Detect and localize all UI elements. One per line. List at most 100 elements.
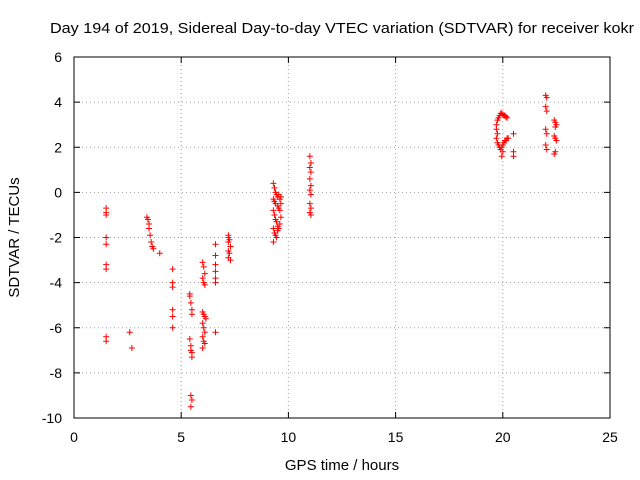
data-point [199, 275, 206, 282]
data-point [277, 193, 284, 200]
data-point [306, 164, 313, 171]
data-point [226, 250, 233, 257]
data-point [270, 180, 277, 187]
data-point [493, 126, 500, 133]
data-point [188, 354, 195, 361]
data-point [156, 250, 163, 257]
data-point [276, 207, 283, 214]
data-point [307, 205, 314, 212]
y-tick-label: -8 [50, 365, 63, 381]
data-point [543, 108, 550, 115]
data-point [306, 175, 313, 182]
data-point [543, 94, 550, 101]
data-point [126, 329, 133, 336]
data-point [306, 200, 313, 207]
data-point [103, 266, 110, 273]
data-point [504, 114, 511, 121]
data-point [271, 184, 278, 191]
data-point [270, 239, 277, 246]
y-axis-title: SDTVAR / TECUs [6, 177, 23, 297]
data-point [212, 261, 219, 268]
y-tick-label: 4 [54, 94, 62, 110]
data-point [543, 130, 550, 137]
data-point [103, 241, 110, 248]
data-point [552, 123, 559, 130]
chart-title: Day 194 of 2019, Sidereal Day-to-day VTE… [50, 20, 634, 37]
data-point [169, 306, 176, 313]
data-point [103, 234, 110, 241]
data-point [200, 263, 207, 270]
data-point [188, 396, 195, 403]
data-point [275, 225, 282, 232]
data-point [201, 340, 208, 347]
y-tick-label: 2 [54, 139, 62, 155]
data-point [225, 239, 232, 246]
data-point [187, 392, 194, 399]
data-point [169, 313, 176, 320]
data-point [542, 103, 549, 110]
y-tick-label: 6 [54, 49, 62, 65]
data-point [103, 338, 110, 345]
data-point [307, 160, 314, 167]
data-point [212, 241, 219, 248]
data-point [503, 113, 510, 120]
data-point [212, 252, 219, 259]
data-point [188, 311, 195, 318]
data-point [307, 182, 314, 189]
y-tick-label: -6 [50, 320, 63, 336]
data-point [270, 225, 277, 232]
data-point [187, 299, 194, 306]
data-point [505, 135, 512, 142]
data-point [277, 214, 284, 221]
data-point [553, 137, 560, 144]
data-point [150, 245, 157, 252]
data-point [144, 216, 151, 223]
data-point [307, 211, 314, 218]
x-tick-label: 25 [602, 429, 618, 445]
data-points [103, 92, 560, 410]
y-tick-label: -10 [42, 410, 62, 426]
y-tick-label: 0 [54, 184, 62, 200]
data-point [510, 130, 517, 137]
x-tick-label: 0 [70, 429, 78, 445]
x-tick-label: 15 [388, 429, 404, 445]
y-tick-label: -2 [50, 230, 63, 246]
x-tick-label: 10 [281, 429, 297, 445]
data-point [148, 239, 155, 246]
data-point [276, 220, 283, 227]
data-point [169, 324, 176, 331]
data-point [307, 169, 314, 176]
data-point [201, 281, 208, 288]
data-point [199, 333, 206, 340]
x-tick-label: 20 [495, 429, 511, 445]
data-point [147, 232, 154, 239]
data-point [306, 187, 313, 194]
data-point [199, 345, 206, 352]
data-point [201, 270, 208, 277]
x-tick-label: 5 [177, 429, 185, 445]
data-point [169, 266, 176, 273]
data-point [146, 225, 153, 232]
grid [74, 57, 610, 418]
x-axis-title: GPS time / hours [285, 457, 399, 474]
data-point [187, 403, 194, 410]
data-point [212, 279, 219, 286]
data-point [277, 200, 284, 207]
data-point [186, 293, 193, 300]
data-point [200, 324, 207, 331]
data-point [499, 148, 506, 155]
data-point [103, 211, 110, 218]
data-point [201, 329, 208, 336]
data-point [494, 130, 501, 137]
data-point [199, 320, 206, 327]
data-point [493, 135, 500, 142]
data-point [186, 336, 193, 343]
data-point [128, 345, 135, 352]
data-point [543, 146, 550, 153]
data-point [271, 211, 278, 218]
data-point [199, 259, 206, 266]
data-point [306, 153, 313, 160]
data-point [273, 234, 280, 241]
